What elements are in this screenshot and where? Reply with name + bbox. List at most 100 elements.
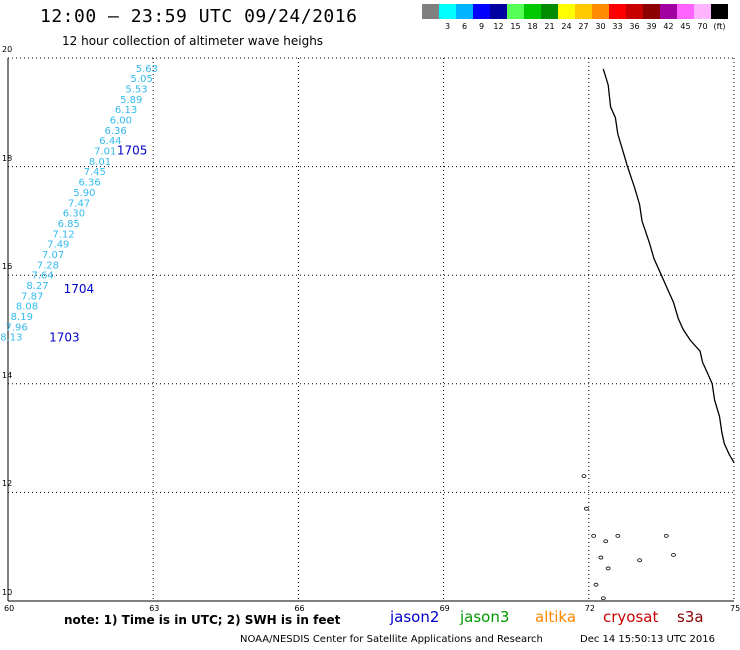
island-marker (598, 555, 604, 560)
legend-swatch (677, 4, 694, 19)
coastline-path (602, 68, 735, 463)
legend-item: 30 (592, 4, 609, 31)
map-grid (7, 57, 735, 602)
wave-height-value: 6.36 (78, 178, 100, 189)
legend-label: 6 (461, 22, 468, 31)
legend-item: 18 (524, 4, 541, 31)
pass-time-label: 1705 (117, 143, 148, 157)
lat-tick-label: 16 (2, 262, 13, 272)
wave-height-value: 7.64 (32, 271, 54, 282)
legend-item: 27 (575, 4, 592, 31)
mission-jason3: jason3 (460, 608, 510, 626)
wave-height-value: 5.63 (136, 64, 158, 75)
lon-tick-label: 60 (4, 604, 15, 613)
legend-item: 12 (490, 4, 507, 31)
wave-height-value: 8.19 (11, 312, 33, 323)
legend-swatch (439, 4, 456, 19)
legend-item: (ft) (711, 4, 728, 31)
legend-swatch (456, 4, 473, 19)
wave-height-value: 5.53 (125, 85, 147, 96)
legend-swatch (643, 4, 660, 19)
pass-time-label: 1703 (49, 331, 80, 345)
legend-label: 39 (646, 22, 657, 31)
legend-swatch (558, 4, 575, 19)
color-legend: 3 6 9 12 15 18 21 24 27 30 33 36 39 42 45 70 (ft) (422, 4, 728, 31)
wave-height-value: 6.36 (105, 126, 127, 137)
wave-height-value: 5.05 (131, 74, 153, 85)
legend-label: 3 (444, 22, 451, 31)
legend-item: 42 (660, 4, 677, 31)
legend-item: 6 (456, 4, 473, 31)
wave-height-value: 7.28 (37, 260, 59, 271)
island-marker (593, 582, 599, 587)
island-marker (605, 566, 611, 571)
legend-label: 36 (629, 22, 640, 31)
mission-s3a: s3a (677, 608, 704, 626)
map-title: 12:00 – 23:59 UTC 09/24/2016 (40, 6, 358, 27)
legend-label: 30 (595, 22, 606, 31)
legend-item: 15 (507, 4, 524, 31)
legend-swatch (711, 4, 728, 19)
legend-swatch (490, 4, 507, 19)
lon-tick-label: 63 (149, 604, 160, 613)
legend-label: 12 (493, 22, 504, 31)
island-marker (591, 533, 597, 538)
wave-height-value: 7.87 (21, 291, 43, 302)
legend-swatch (473, 4, 490, 19)
wave-height-value: 6.85 (58, 219, 80, 230)
legend-label: 15 (510, 22, 521, 31)
legend-item: 24 (558, 4, 575, 31)
wave-height-value: 5.90 (73, 188, 95, 199)
lat-tick-label: 20 (2, 45, 13, 54)
lon-tick-label: 69 (439, 604, 450, 613)
pass-time-labels: 1705 1704 1703 (49, 143, 147, 344)
footer-note: note: 1) Time is in UTC; 2) SWH is in fe… (64, 613, 341, 627)
legend-label: (ft) (713, 22, 726, 31)
wave-height-value: 6.30 (63, 209, 85, 220)
legend-swatch (507, 4, 524, 19)
island-marker (663, 533, 669, 538)
wave-height-value: 7.49 (47, 240, 69, 251)
legend-label: 45 (680, 22, 691, 31)
wave-height-value: 7.07 (42, 250, 64, 261)
wave-height-value: 8.27 (26, 281, 48, 292)
mission-cryosat: cryosat (603, 608, 659, 626)
pass-time-label: 1704 (64, 282, 95, 296)
map-subtitle: 12 hour collection of altimeter wave hei… (62, 34, 324, 48)
wave-height-value: 7.96 (5, 322, 27, 333)
legend-label: 33 (612, 22, 623, 31)
legend-swatch (694, 4, 711, 19)
legend-swatch (524, 4, 541, 19)
lat-tick-label: 14 (2, 370, 13, 380)
wave-height-value: 6.00 (110, 116, 132, 127)
legend-item: 70 (694, 4, 711, 31)
legend-label: 21 (544, 22, 555, 31)
island-marker (581, 474, 587, 479)
wave-height-value: 8.13 (0, 333, 22, 344)
wave-height-value: 6.13 (115, 105, 137, 116)
legend-label: 70 (697, 22, 708, 31)
credit-text: NOAA/NESDIS Center for Satellite Applica… (240, 634, 543, 645)
island-marker (671, 552, 676, 557)
legend-swatch (541, 4, 558, 19)
island-marker (603, 539, 609, 544)
legend-swatch (626, 4, 643, 19)
lon-tick-label: 72 (584, 604, 595, 613)
mission-jason2: jason2 (390, 608, 440, 626)
wave-height-value: 7.12 (52, 229, 74, 240)
legend-label: 9 (478, 22, 485, 31)
legend-swatch (609, 4, 626, 19)
lat-tick-label: 18 (2, 153, 13, 163)
island-marker (637, 558, 643, 563)
legend-swatch (575, 4, 592, 19)
generation-date: Dec 14 15:50:13 UTC 2016 (580, 634, 715, 645)
legend-item: 45 (677, 4, 694, 31)
legend-item: 36 (626, 4, 643, 31)
legend-label: 24 (561, 22, 572, 31)
wave-height-value: 7.45 (84, 167, 106, 178)
lon-tick-label: 75 (730, 604, 740, 613)
altimeter-track: 5.635.055.535.896.136.006.366.447.018.01… (0, 64, 158, 344)
legend-item: 39 (643, 4, 660, 31)
legend-item: 9 (473, 4, 490, 31)
wave-height-value: 7.47 (68, 198, 90, 209)
